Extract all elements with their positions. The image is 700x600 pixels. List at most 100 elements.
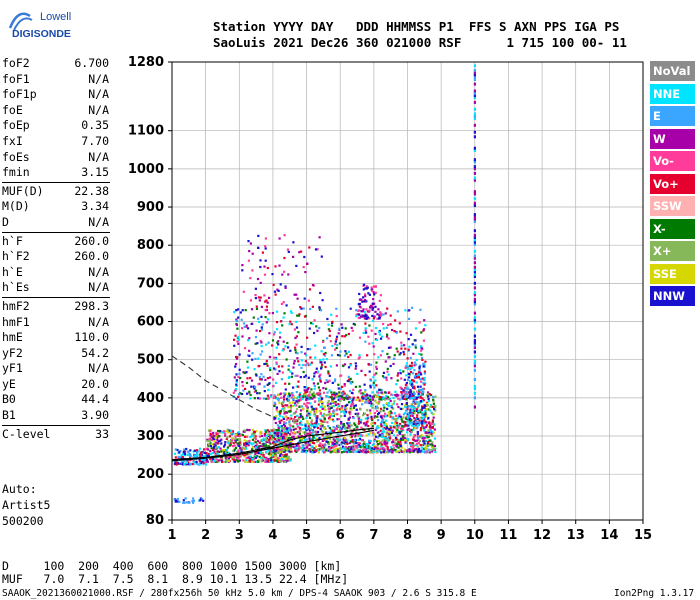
echo-point: [399, 445, 402, 448]
echo-point: [302, 417, 305, 420]
echo-point: [195, 460, 198, 464]
echo-point: [374, 332, 377, 336]
echo-point: [395, 347, 398, 350]
echo-point: [295, 293, 298, 296]
echo-point: [374, 428, 377, 432]
echo-point: [411, 383, 414, 386]
echo-point: [421, 405, 424, 408]
echo-point: [241, 327, 244, 330]
echo-point: [373, 433, 376, 436]
echo-point: [255, 451, 258, 454]
echo-point: [277, 459, 280, 462]
echo-point: [304, 423, 307, 426]
echo-point: [281, 439, 284, 442]
echo-point: [315, 367, 318, 370]
echo-point: [256, 455, 259, 458]
echo-point: [314, 370, 317, 374]
echo-point: [371, 418, 374, 421]
echo-point: [348, 447, 351, 450]
echo-point: [238, 368, 241, 371]
echo-point: [214, 453, 217, 456]
echo-point: [432, 431, 435, 434]
param-value: N/A: [88, 314, 109, 329]
echo-point: [408, 422, 411, 426]
echo-point: [395, 331, 398, 334]
echo-point: [387, 411, 390, 414]
echo-point: [357, 438, 360, 441]
echo-point: [417, 392, 420, 395]
echo-point: [422, 399, 425, 402]
echo-point: [387, 439, 390, 442]
echo-point: [196, 454, 199, 457]
echo-point: [294, 436, 297, 439]
echo-point: [349, 436, 352, 439]
echo-point: [245, 456, 248, 459]
x-tick-label: 11: [499, 528, 517, 543]
echo-point: [311, 433, 314, 436]
echo-point: [238, 441, 241, 445]
echo-point: [410, 443, 413, 446]
echo-point: [473, 236, 476, 239]
echo-point: [314, 248, 318, 251]
echo-point: [309, 402, 312, 405]
param-label: foF2: [2, 56, 30, 70]
echo-point: [417, 371, 421, 374]
echo-point: [173, 452, 177, 455]
echo-point: [405, 450, 409, 453]
echo-point: [210, 436, 213, 439]
echo-point: [397, 446, 400, 449]
echo-point: [302, 431, 305, 434]
echo-point: [420, 356, 424, 359]
echo-point: [271, 344, 274, 347]
echo-point: [312, 435, 315, 439]
echo-point: [275, 406, 278, 409]
echo-point: [301, 363, 304, 367]
echo-point: [279, 283, 282, 286]
echo-point: [227, 440, 230, 443]
echo-point: [301, 444, 304, 447]
echo-point: [328, 431, 331, 434]
echo-point: [276, 447, 279, 450]
echo-point: [404, 347, 407, 350]
echo-point: [265, 359, 268, 362]
echo-point: [311, 397, 314, 400]
echo-point: [432, 447, 435, 450]
echo-point: [281, 365, 284, 368]
echo-point: [261, 459, 264, 462]
param-label: foF1p: [2, 87, 37, 102]
echo-point: [367, 433, 370, 436]
echo-point: [282, 395, 286, 398]
echo-point: [309, 424, 312, 427]
echo-point: [212, 431, 215, 434]
echo-point: [242, 322, 246, 325]
echo-point: [320, 367, 323, 370]
echo-point: [345, 352, 348, 355]
echo-point: [280, 456, 283, 459]
echo-point: [423, 372, 426, 375]
echo-point: [348, 401, 351, 404]
echo-point: [346, 448, 350, 451]
echo-point: [317, 392, 320, 395]
echo-point: [248, 250, 251, 253]
echo-point: [333, 396, 336, 399]
echo-point: [297, 417, 300, 421]
echo-point: [410, 361, 414, 364]
echo-point: [367, 399, 370, 403]
echo-point: [268, 438, 271, 441]
echo-point: [251, 252, 254, 255]
echo-point: [398, 432, 402, 435]
echo-point: [351, 380, 354, 384]
param-value: 20.0: [81, 376, 109, 391]
echo-point: [181, 459, 184, 463]
echo-point: [473, 346, 476, 349]
echo-point: [473, 204, 476, 207]
echo-point: [256, 460, 259, 463]
echo-point: [206, 438, 209, 441]
echo-point: [473, 405, 476, 409]
echo-point: [374, 399, 377, 402]
echo-point: [340, 421, 343, 424]
echo-point: [301, 446, 304, 449]
echo-point: [273, 428, 276, 431]
echo-point: [404, 448, 407, 451]
echo-point: [375, 405, 379, 408]
